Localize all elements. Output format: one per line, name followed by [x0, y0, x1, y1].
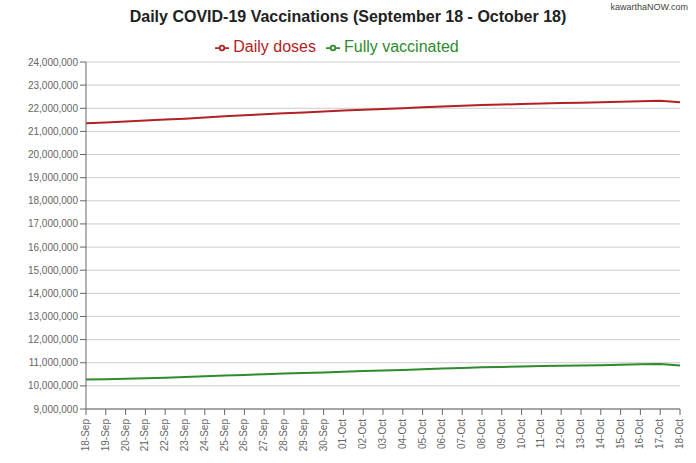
svg-text:03-Oct: 03-Oct	[377, 419, 388, 449]
svg-text:15-Oct: 15-Oct	[615, 419, 626, 449]
svg-text:13,000,000: 13,000,000	[28, 311, 78, 322]
svg-text:01-Oct: 01-Oct	[338, 419, 349, 449]
svg-text:08-Oct: 08-Oct	[476, 419, 487, 449]
svg-text:05-Oct: 05-Oct	[417, 419, 428, 449]
svg-text:21,000,000: 21,000,000	[28, 126, 78, 137]
svg-text:10-Oct: 10-Oct	[516, 419, 527, 449]
svg-text:27-Sep: 27-Sep	[258, 419, 269, 452]
svg-text:20,000,000: 20,000,000	[28, 149, 78, 160]
svg-text:29-Sep: 29-Sep	[298, 419, 309, 452]
svg-text:18-Oct: 18-Oct	[674, 419, 685, 449]
svg-text:12,000,000: 12,000,000	[28, 334, 78, 345]
svg-text:28-Sep: 28-Sep	[278, 419, 289, 452]
svg-text:30-Sep: 30-Sep	[318, 419, 329, 452]
svg-text:22,000,000: 22,000,000	[28, 103, 78, 114]
svg-text:09-Oct: 09-Oct	[496, 419, 507, 449]
svg-text:17-Oct: 17-Oct	[654, 419, 665, 449]
svg-text:9,000,000: 9,000,000	[34, 404, 79, 415]
svg-text:07-Oct: 07-Oct	[456, 419, 467, 449]
html-text:Fully vaccinated: Fully vaccinated	[344, 38, 459, 55]
svg-text:22-Sep: 22-Sep	[159, 419, 170, 452]
svg-text:26-Sep: 26-Sep	[239, 419, 250, 452]
svg-text:11-Oct: 11-Oct	[536, 419, 547, 448]
svg-text:10,000,000: 10,000,000	[28, 380, 78, 391]
html-text:Daily COVID-19 Vaccinations (S: Daily COVID-19 Vaccinations (September 1…	[129, 8, 567, 25]
svg-text:17,000,000: 17,000,000	[28, 218, 78, 229]
svg-text:18,000,000: 18,000,000	[28, 195, 78, 206]
svg-text:19,000,000: 19,000,000	[28, 172, 78, 183]
svg-text:02-Oct: 02-Oct	[357, 419, 368, 449]
svg-text:24,000,000: 24,000,000	[28, 57, 78, 68]
html-text:Daily doses: Daily doses	[233, 38, 316, 55]
svg-text:04-Oct: 04-Oct	[397, 419, 408, 449]
svg-text:06-Oct: 06-Oct	[437, 419, 448, 449]
svg-text:25-Sep: 25-Sep	[219, 419, 230, 452]
svg-text:21-Sep: 21-Sep	[140, 419, 151, 452]
svg-text:14-Oct: 14-Oct	[595, 419, 606, 449]
svg-text:24-Sep: 24-Sep	[199, 419, 210, 452]
svg-text:16,000,000: 16,000,000	[28, 242, 78, 253]
svg-text:13-Oct: 13-Oct	[575, 419, 586, 449]
svg-text:23,000,000: 23,000,000	[28, 80, 78, 91]
svg-text:18-Sep: 18-Sep	[80, 419, 91, 452]
svg-text:19-Sep: 19-Sep	[100, 419, 111, 452]
svg-text:23-Sep: 23-Sep	[179, 419, 190, 452]
svg-text:14,000,000: 14,000,000	[28, 288, 78, 299]
svg-text:20-Sep: 20-Sep	[120, 419, 131, 452]
svg-text:16-Oct: 16-Oct	[635, 419, 646, 449]
svg-text:15,000,000: 15,000,000	[28, 265, 78, 276]
svg-text:12-Oct: 12-Oct	[555, 419, 566, 449]
html-text:kawarthaNOW.com: kawarthaNOW.com	[610, 2, 688, 12]
svg-text:11,000,000: 11,000,000	[29, 357, 79, 368]
